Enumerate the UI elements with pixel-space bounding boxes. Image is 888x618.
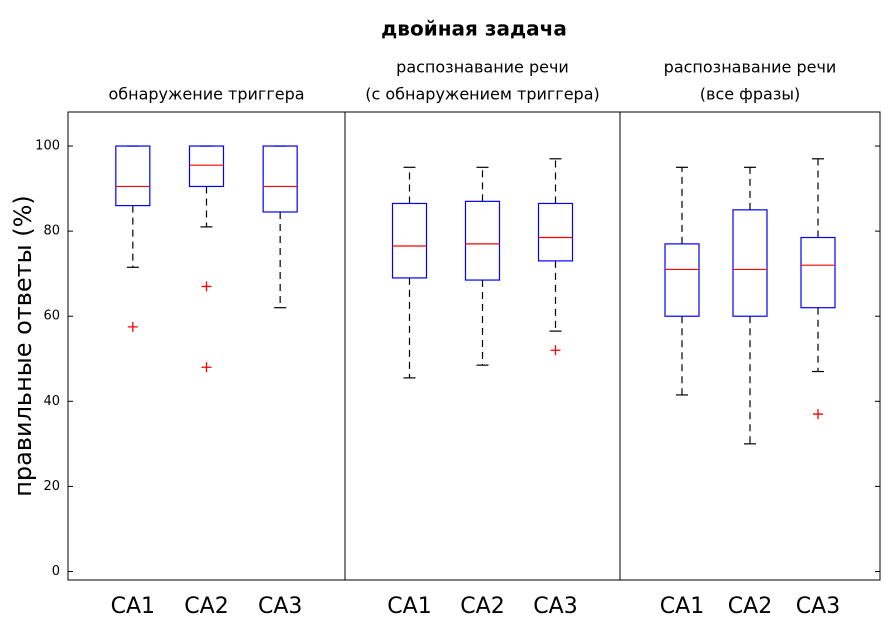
panel-title: обнаружение триггера xyxy=(108,85,304,104)
outlier xyxy=(201,281,212,292)
box xyxy=(800,236,836,309)
y-axis-label: правильные ответы (%) xyxy=(9,195,37,497)
y-tick-label: 20 xyxy=(43,479,60,494)
box xyxy=(664,243,700,317)
x-tick-label: CA1 xyxy=(387,594,431,618)
x-tick-label: CA2 xyxy=(184,594,228,618)
outlier xyxy=(550,345,561,356)
box xyxy=(391,202,428,279)
x-tick-label: CA2 xyxy=(728,594,772,618)
x-tick-label: CA1 xyxy=(660,594,704,618)
box xyxy=(115,145,151,207)
x-tick-label: CA1 xyxy=(111,594,155,618)
box xyxy=(537,202,574,262)
box xyxy=(732,209,768,317)
y-tick-label: 60 xyxy=(43,309,60,324)
x-tick-label: CA2 xyxy=(460,594,504,618)
panel-title: (все фразы) xyxy=(700,85,800,104)
x-tick-label: CA3 xyxy=(796,594,840,618)
y-tick-label: 80 xyxy=(43,224,60,239)
plot-frame xyxy=(67,111,881,581)
outlier xyxy=(127,321,138,332)
outlier xyxy=(813,409,823,420)
box xyxy=(262,145,298,213)
y-tick-label: 0 xyxy=(52,564,60,579)
outlier xyxy=(201,362,212,373)
panel-title: (с обнаружением триггера) xyxy=(365,85,600,104)
y-tick-label: 40 xyxy=(43,394,60,409)
x-tick-label: CA3 xyxy=(533,594,577,618)
box xyxy=(464,200,501,281)
chart-title: двойная задача xyxy=(381,17,567,41)
panel-title: распознавание речи xyxy=(396,58,569,77)
panel-title: распознавание речи xyxy=(664,58,837,77)
x-tick-label: CA3 xyxy=(258,594,302,618)
box xyxy=(188,145,225,188)
y-tick-label: 100 xyxy=(35,139,60,154)
